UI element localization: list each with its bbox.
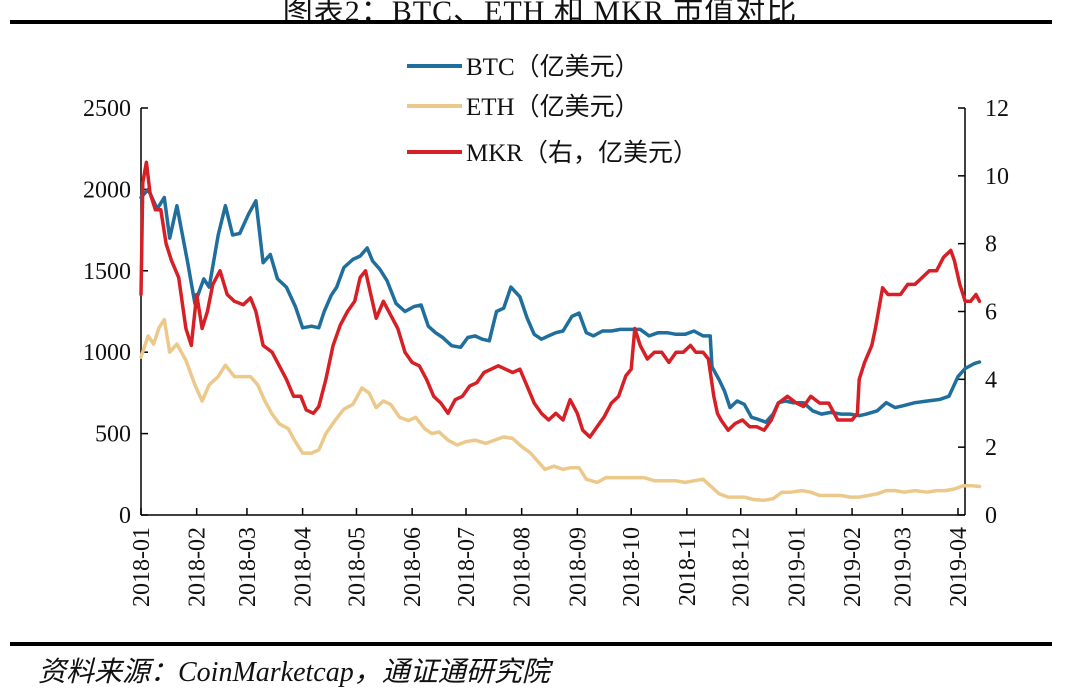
x-tick-label: 2018-10 (619, 527, 645, 607)
x-tick-label: 2018-04 (291, 527, 317, 607)
y-left-tick-label: 0 (119, 503, 131, 529)
x-tick-label: 2018-05 (344, 527, 370, 607)
axes: 0 500 1000 1500 2000 2500 0 2 4 6 8 10 12 2018-01 2018… (83, 96, 1009, 607)
y-right-tick-label: 2 (985, 435, 997, 461)
x-tick-label: 2018-07 (454, 527, 480, 607)
series-layer (139, 160, 982, 503)
y-left-tick-label: 500 (95, 422, 131, 448)
series-line-1 (139, 187, 982, 424)
y-right-tick-label: 6 (985, 300, 997, 326)
y-left-tick-label: 2500 (83, 96, 131, 122)
legend-label-1: BTC（亿美元） (466, 53, 640, 81)
chart: 0 500 1000 1500 2000 2500 0 2 4 6 8 10 12 2018-01 2018… (83, 53, 1009, 607)
x-tick-label: 2018-12 (729, 527, 755, 607)
series-line-3 (139, 160, 982, 439)
y-right-tick-label: 0 (985, 503, 997, 529)
top-rule (10, 20, 1052, 24)
y-right-tick-label: 10 (985, 164, 1009, 190)
x-tick-label: 2018-06 (400, 527, 426, 607)
x-tick-label: 2019-01 (784, 527, 810, 607)
legend: BTC（亿美元） ETH（亿美元） MKR（右，亿美元） (407, 53, 698, 167)
x-tick-label: 2018-08 (510, 527, 536, 607)
y-left-tick-label: 2000 (83, 177, 131, 203)
x-tick-label: 2018-03 (235, 527, 261, 607)
legend-label-3: MKR（右，亿美元） (466, 139, 698, 167)
y-left-tick-label: 1000 (83, 340, 131, 366)
source-note: 资料来源：CoinMarketcap，通证通研究院 (38, 657, 550, 688)
y-left-tick-label: 1500 (83, 259, 131, 285)
bottom-rule (10, 642, 1052, 646)
x-tick-label: 2018-09 (565, 527, 591, 607)
x-tick-label: 2018-01 (129, 527, 155, 607)
x-tick-label: 2019-04 (946, 527, 972, 607)
x-tick-label: 2019-03 (890, 527, 916, 607)
legend-label-2: ETH（亿美元） (466, 93, 640, 121)
x-tick-label: 2018-02 (185, 527, 211, 607)
y-right-tick-label: 8 (985, 232, 997, 258)
x-tick-label: 2019-02 (840, 527, 866, 607)
y-right-tick-label: 12 (985, 96, 1009, 122)
y-right-tick-label: 4 (985, 367, 997, 393)
series-line-2 (139, 317, 982, 503)
x-tick-label: 2018-11 (675, 527, 701, 606)
